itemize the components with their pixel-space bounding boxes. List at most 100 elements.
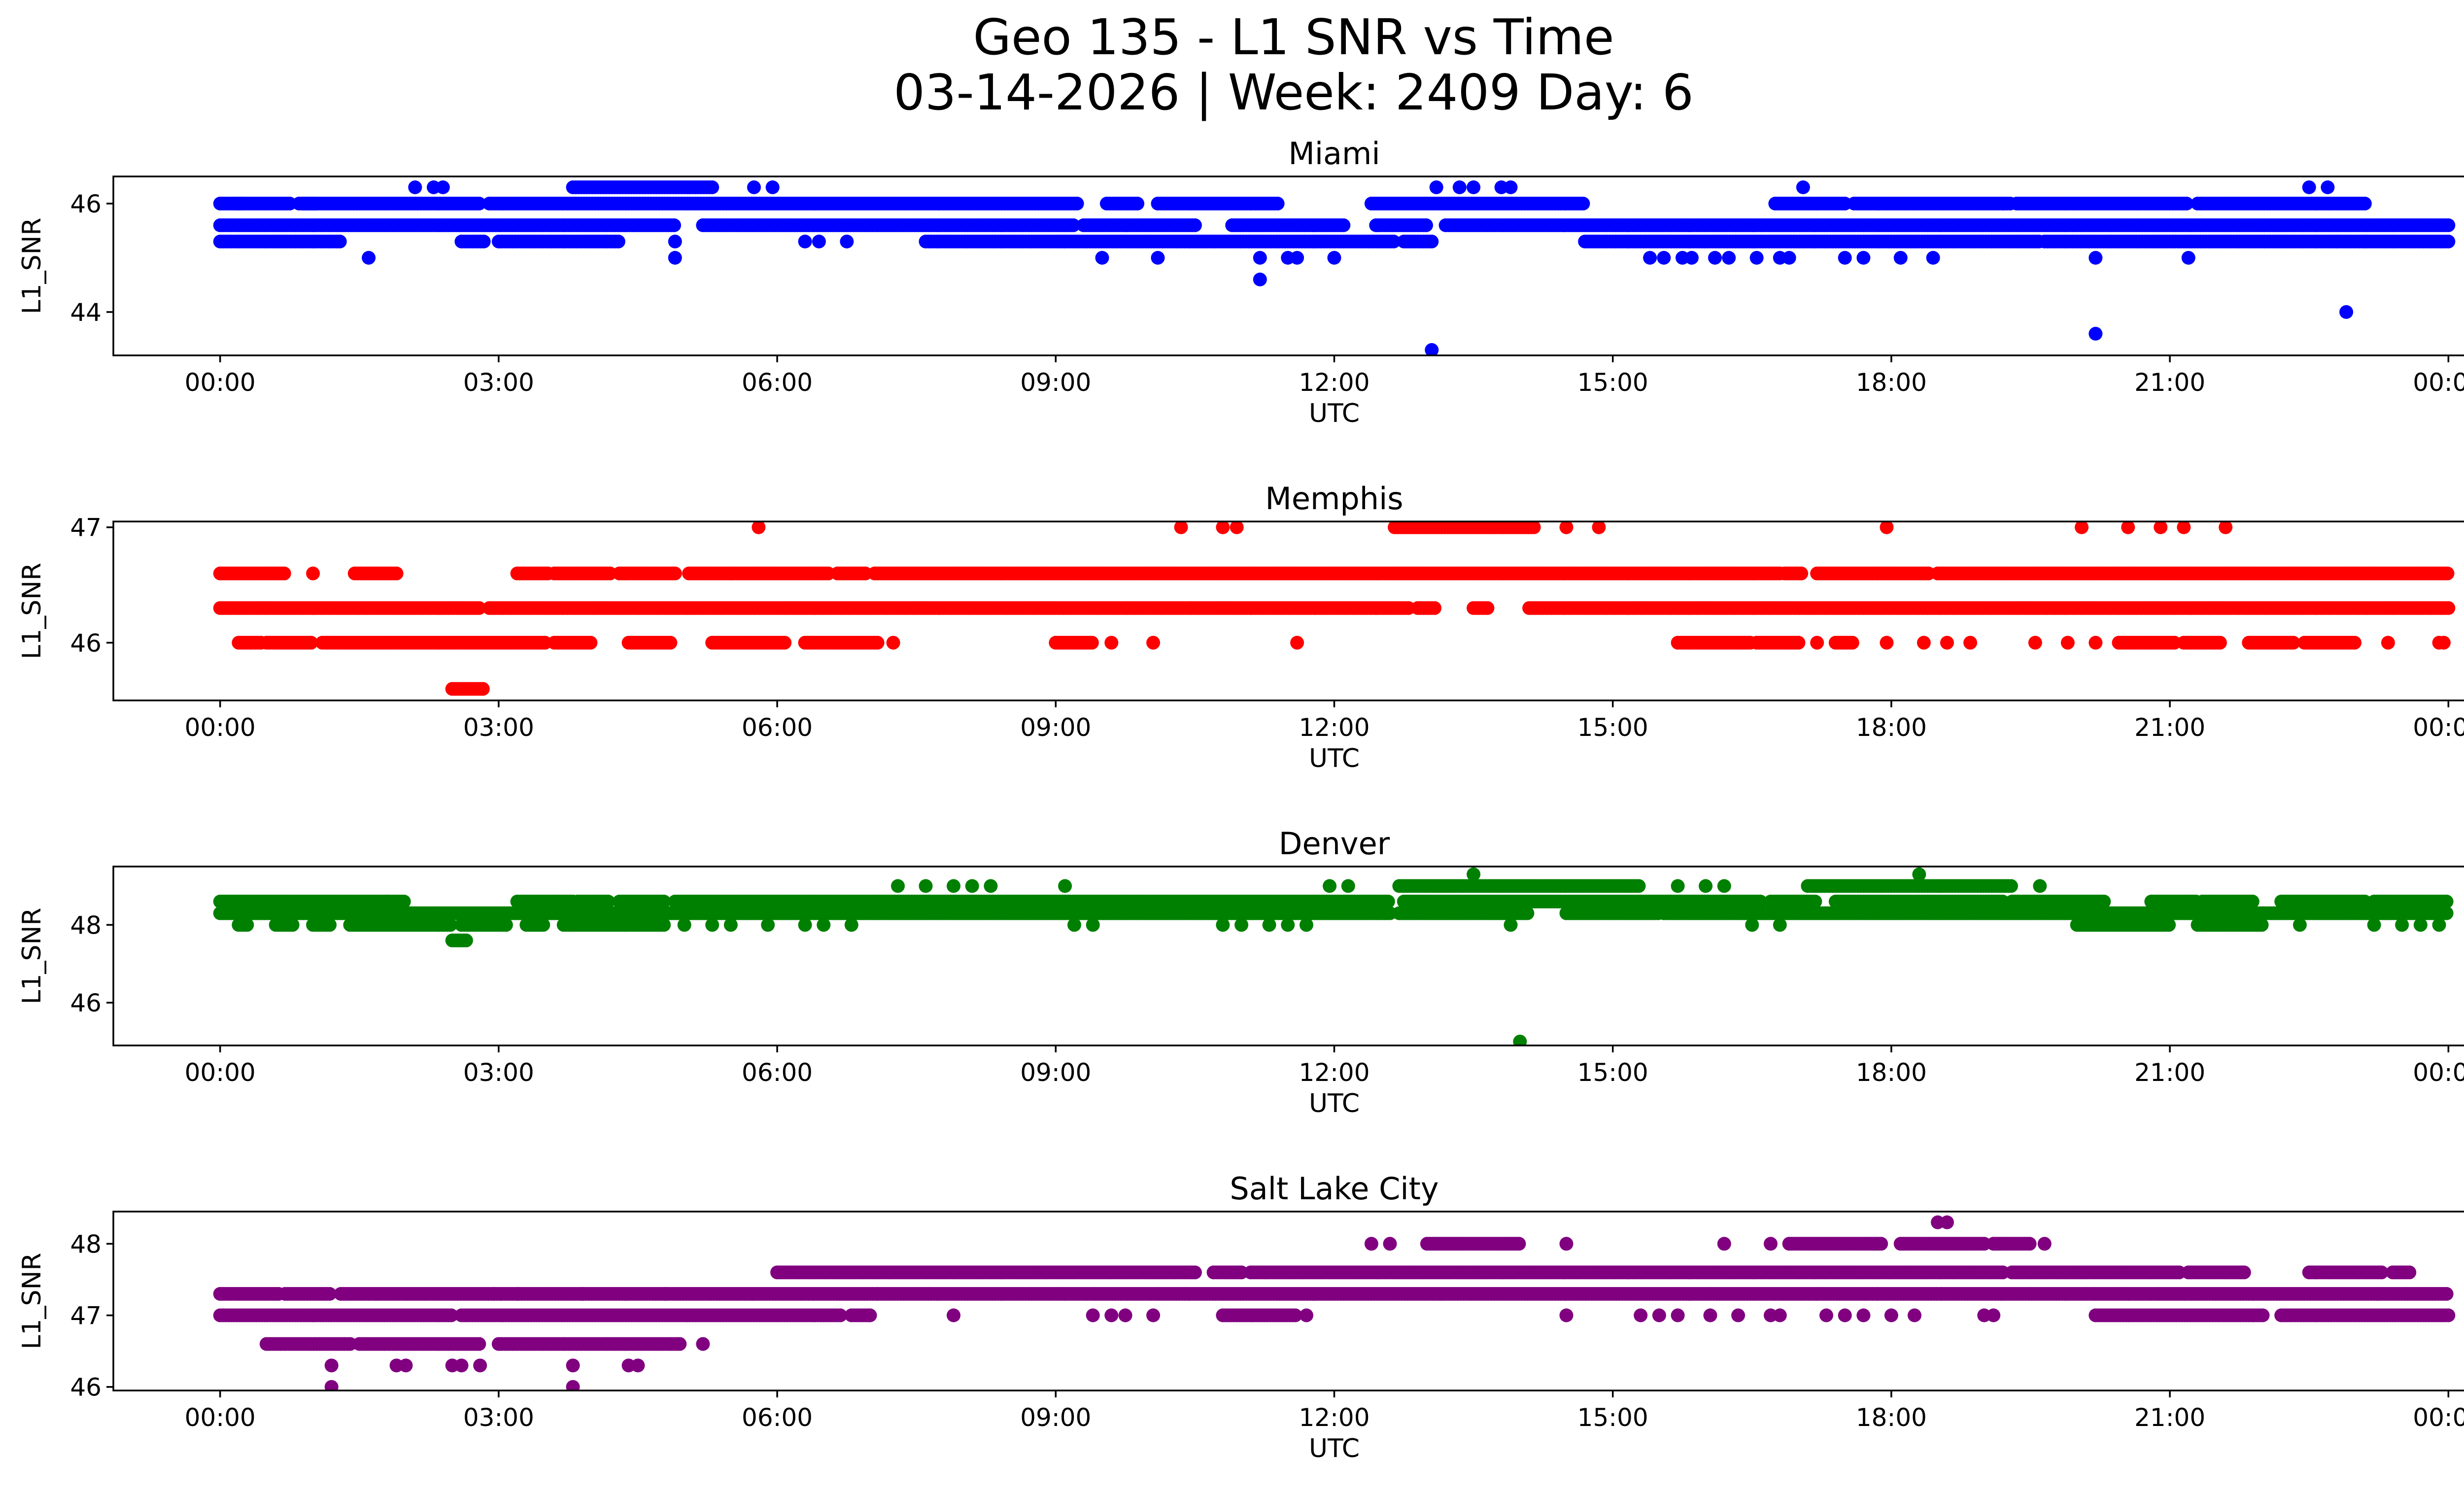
data-point [2439, 906, 2454, 920]
data-point [408, 180, 422, 194]
data-point [333, 235, 347, 248]
data-point [1527, 522, 1541, 534]
panel-title: Miami [1288, 136, 1380, 172]
data-point [1880, 635, 1894, 650]
data-point [812, 235, 826, 248]
data-point [668, 566, 682, 581]
data-point [472, 601, 486, 615]
data-point [2213, 635, 2227, 650]
data-point [2381, 635, 2395, 650]
data-point [2436, 635, 2451, 650]
data-point [1940, 635, 1954, 650]
x-tick-label: 12:00 [1299, 368, 1369, 397]
data-point [472, 197, 486, 210]
x-tick-label: 00:00 [2413, 368, 2464, 397]
data-point [747, 180, 761, 194]
data-point [2441, 218, 2456, 232]
data-point [1916, 635, 1931, 650]
data-point [1429, 180, 1443, 194]
x-tick-label: 18:00 [1856, 713, 1927, 742]
data-point [1130, 197, 1145, 210]
data-point [1253, 273, 1267, 286]
data-point [1657, 251, 1671, 265]
data-point [1336, 218, 1351, 232]
data-point [1095, 251, 1109, 265]
data-point [477, 235, 491, 248]
data-point [765, 180, 780, 194]
data-point [1722, 251, 1736, 265]
data-point [1327, 251, 1341, 265]
x-tick-label: 09:00 [1020, 713, 1091, 742]
data-point [1838, 251, 1852, 265]
x-tick-label: 21:00 [2134, 368, 2205, 397]
data-point [1963, 635, 1978, 650]
data-point [362, 251, 376, 265]
data-point [667, 218, 681, 232]
data-point [1066, 218, 1081, 232]
x-axis-label: UTC [1309, 399, 1360, 428]
data-point [752, 522, 766, 534]
x-tick-label: 15:00 [1577, 368, 1648, 397]
x-tick-label: 00:00 [185, 713, 256, 742]
data-point [1926, 251, 1940, 265]
data-point [1504, 180, 1518, 194]
scatter-points [213, 867, 2454, 1045]
data-point [2441, 235, 2456, 248]
data-point [1452, 180, 1467, 194]
y-tick-label: 46 [70, 629, 102, 658]
data-point [1270, 197, 1285, 210]
data-point [1794, 566, 1809, 581]
data-point [304, 635, 318, 650]
data-point [397, 895, 411, 908]
data-point [1428, 601, 1441, 615]
y-axis-label: L1_SNR [17, 562, 47, 659]
data-point [277, 566, 291, 581]
data-point [657, 895, 671, 908]
data-point [2348, 635, 2361, 650]
x-tick-label: 18:00 [1856, 368, 1927, 397]
data-point [1684, 251, 1699, 265]
data-point [2088, 251, 2103, 265]
data-point [2330, 235, 2344, 248]
scatter-points [213, 522, 2456, 696]
data-point [1151, 251, 1165, 265]
data-point [1576, 197, 1590, 210]
data-point [668, 251, 682, 265]
data-point [389, 566, 404, 581]
data-point [1253, 251, 1267, 265]
x-tick-label: 15:00 [1577, 713, 1648, 742]
data-point [1796, 180, 1810, 194]
data-point [2358, 235, 2372, 248]
data-point [1520, 906, 1535, 920]
data-point [306, 566, 320, 581]
data-point [1708, 251, 1722, 265]
data-point [1230, 522, 1244, 534]
data-point [476, 682, 490, 696]
data-point [1856, 251, 1871, 265]
data-point [1845, 635, 1859, 650]
data-point [436, 180, 450, 194]
data-point [2088, 635, 2103, 650]
data-point [2060, 635, 2075, 650]
data-point [1643, 251, 1657, 265]
data-point [705, 180, 719, 194]
x-axis-label: UTC [1309, 744, 1360, 773]
data-point [2286, 635, 2300, 650]
data-point [1146, 635, 1161, 650]
data-point [2339, 305, 2354, 319]
x-tick-label: 09:00 [1020, 368, 1091, 397]
x-tick-label: 03:00 [463, 368, 534, 397]
data-point [2028, 635, 2042, 650]
data-point [2177, 522, 2191, 534]
data-point [886, 635, 900, 650]
data-point [1188, 218, 1202, 232]
x-tick-label: 00:00 [2413, 713, 2464, 742]
data-point [1893, 251, 1908, 265]
data-point [2321, 180, 2335, 194]
data-point [870, 635, 885, 650]
